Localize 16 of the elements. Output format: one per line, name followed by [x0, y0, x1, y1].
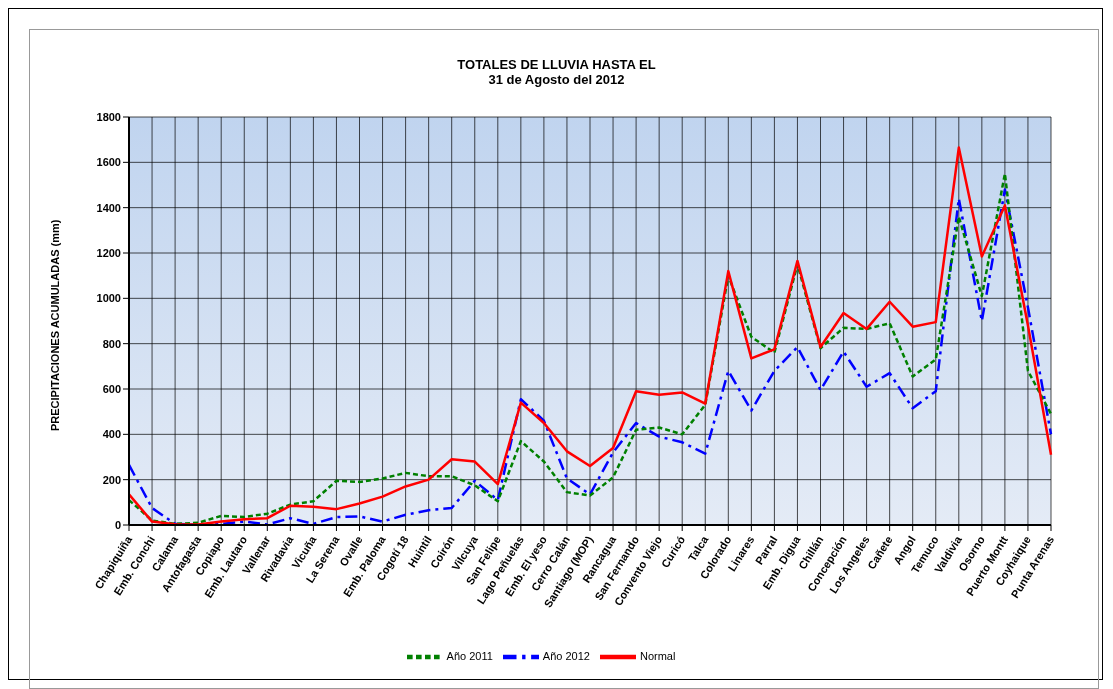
y-tick-label: 400 — [102, 428, 121, 441]
chart-title: TOTALES DE LLUVIA HASTA EL — [456, 57, 657, 72]
y-tick-label: 1600 — [96, 156, 121, 169]
y-tick-label: 200 — [102, 473, 121, 486]
y-tick-label: 1000 — [96, 292, 121, 305]
y-tick-label: 800 — [102, 337, 121, 350]
legend-label: Normal — [639, 649, 676, 662]
y-axis-title: PRECIPITACIONES ACUMULADAS (mm) — [48, 219, 61, 431]
y-tick-label: 0 — [114, 518, 121, 531]
legend-label: Año 2011 — [446, 649, 493, 662]
legend-label: Año 2012 — [542, 649, 590, 662]
y-tick-label: 1800 — [96, 110, 121, 123]
chart-subtitle: 31 de Agosto del 2012 — [487, 72, 626, 87]
y-tick-label: 1200 — [96, 246, 121, 259]
y-tick-label: 1400 — [96, 201, 121, 214]
y-tick-label: 600 — [102, 382, 121, 395]
